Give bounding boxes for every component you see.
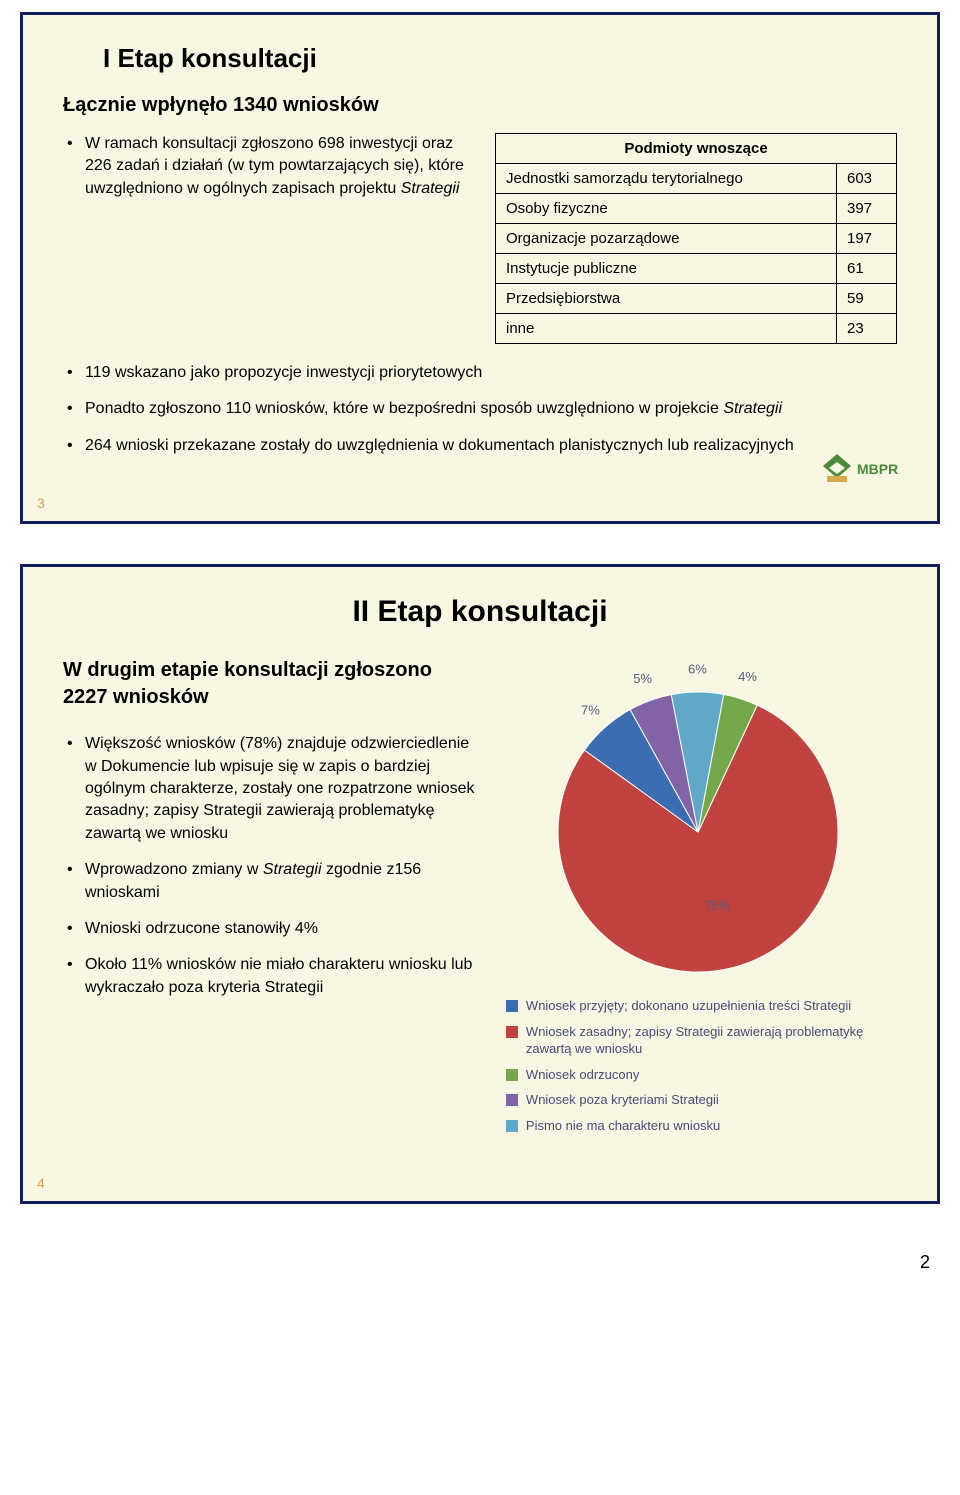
- bullet-text: Wprowadzono zmiany w Strategii zgodnie z…: [85, 861, 421, 900]
- legend-item: Wniosek zasadny; zapisy Strategii zawier…: [506, 1023, 897, 1058]
- legend-text: Wniosek poza kryteriami Strategii: [526, 1091, 719, 1109]
- legend-text: Wniosek przyjęty; dokonano uzupełnienia …: [526, 997, 851, 1015]
- slide2-row: W drugim etapie konsultacji zgłoszono 22…: [63, 657, 897, 1142]
- slide1-lower-bullets: 119 wskazano jako propozycje inwestycji …: [63, 362, 897, 457]
- slide2-page-num: 4: [37, 1175, 45, 1191]
- legend-item: Wniosek przyjęty; dokonano uzupełnienia …: [506, 997, 897, 1015]
- cell-value: 61: [837, 254, 897, 284]
- table-row: inne 23: [496, 314, 897, 344]
- list-item: 119 wskazano jako propozycje inwestycji …: [63, 362, 897, 384]
- bullet-text: Ponadto zgłoszono 110 wniosków, które w …: [85, 400, 782, 417]
- slide-1: I Etap konsultacji Łącznie wpłynęło 1340…: [20, 12, 940, 524]
- table-row: Przedsiębiorstwa 59: [496, 284, 897, 314]
- swatch: [506, 1094, 518, 1106]
- swatch: [506, 1120, 518, 1132]
- cell-label: Osoby fizyczne: [496, 194, 837, 224]
- slide1-right: Podmioty wnoszące Jednostki samorządu te…: [495, 133, 897, 344]
- slide2-right: 78% 7% 5% 6% 4% Wniosek przyjęty; dokonano u…: [500, 657, 897, 1142]
- swatch: [506, 1000, 518, 1012]
- legend-text: Wniosek zasadny; zapisy Strategii zawier…: [526, 1023, 897, 1058]
- table-row: Organizacje pozarządowe 197: [496, 224, 897, 254]
- slide1-page-num: 3: [37, 495, 45, 511]
- slide1-subtitle: Łącznie wpłynęło 1340 wniosków: [63, 94, 897, 117]
- pie-svg: 78% 7% 5% 6% 4%: [518, 657, 878, 977]
- cell-label: Przedsiębiorstwa: [496, 284, 837, 314]
- table-row: Instytucje publiczne 61: [496, 254, 897, 284]
- pie-chart: 78% 7% 5% 6% 4%: [518, 657, 878, 977]
- cell-label: Instytucje publiczne: [496, 254, 837, 284]
- legend-text: Pismo nie ma charakteru wniosku: [526, 1117, 720, 1135]
- slide1-row: W ramach konsultacji zgłoszono 698 inwes…: [63, 133, 897, 344]
- logo-text: MBPR: [857, 461, 898, 477]
- slide1-left: W ramach konsultacji zgłoszono 698 inwes…: [63, 133, 465, 214]
- cell-label: Organizacje pozarządowe: [496, 224, 837, 254]
- legend-text: Wniosek odrzucony: [526, 1066, 639, 1084]
- mbpr-logo: MBPR: [819, 450, 909, 503]
- legend-item: Wniosek odrzucony: [506, 1066, 897, 1084]
- cell-value: 197: [837, 224, 897, 254]
- list-item: Wnioski odrzucone stanowiły 4%: [63, 918, 480, 940]
- list-item: Większość wniosków (78%) znajduje odzwie…: [63, 733, 480, 845]
- swatch: [506, 1026, 518, 1038]
- svg-text:5%: 5%: [634, 671, 653, 686]
- slide2-left: W drugim etapie konsultacji zgłoszono 22…: [63, 657, 480, 1013]
- svg-text:7%: 7%: [581, 702, 600, 717]
- svg-text:6%: 6%: [688, 662, 707, 677]
- cell-value: 603: [837, 164, 897, 194]
- slide1-left-bullets: W ramach konsultacji zgłoszono 698 inwes…: [63, 133, 465, 200]
- slide2-bullets: Większość wniosków (78%) znajduje odzwie…: [63, 733, 480, 999]
- list-item: Wprowadzono zmiany w Strategii zgodnie z…: [63, 859, 480, 904]
- cell-value: 397: [837, 194, 897, 224]
- svg-text:4%: 4%: [739, 669, 758, 684]
- list-item: Ponadto zgłoszono 110 wniosków, które w …: [63, 398, 897, 420]
- pie-legend: Wniosek przyjęty; dokonano uzupełnienia …: [500, 997, 897, 1134]
- slide1-title: I Etap konsultacji: [103, 43, 897, 74]
- cell-value: 59: [837, 284, 897, 314]
- logo-icon: MBPR: [819, 450, 909, 498]
- slide2-heading: W drugim etapie konsultacji zgłoszono 22…: [63, 657, 480, 711]
- table-header: Podmioty wnoszące: [496, 134, 897, 164]
- slide2-title: II Etap konsultacji: [63, 595, 897, 629]
- legend-item: Pismo nie ma charakteru wniosku: [506, 1117, 897, 1135]
- table-row: Osoby fizyczne 397: [496, 194, 897, 224]
- doc-page-number: 2: [0, 1244, 960, 1293]
- entities-table: Podmioty wnoszące Jednostki samorządu te…: [495, 133, 897, 344]
- list-item: Około 11% wniosków nie miało charakteru …: [63, 954, 480, 999]
- legend-item: Wniosek poza kryteriami Strategii: [506, 1091, 897, 1109]
- slide-2: II Etap konsultacji W drugim etapie kons…: [20, 564, 940, 1204]
- list-item: 264 wnioski przekazane zostały do uwzglę…: [63, 435, 897, 457]
- table-row: Jednostki samorządu terytorialnego 603: [496, 164, 897, 194]
- cell-label: Jednostki samorządu terytorialnego: [496, 164, 837, 194]
- bullet-text: W ramach konsultacji zgłoszono 698 inwes…: [85, 135, 464, 197]
- cell-value: 23: [837, 314, 897, 344]
- swatch: [506, 1069, 518, 1081]
- svg-text:78%: 78%: [705, 898, 731, 913]
- cell-label: inne: [496, 314, 837, 344]
- list-item: W ramach konsultacji zgłoszono 698 inwes…: [63, 133, 465, 200]
